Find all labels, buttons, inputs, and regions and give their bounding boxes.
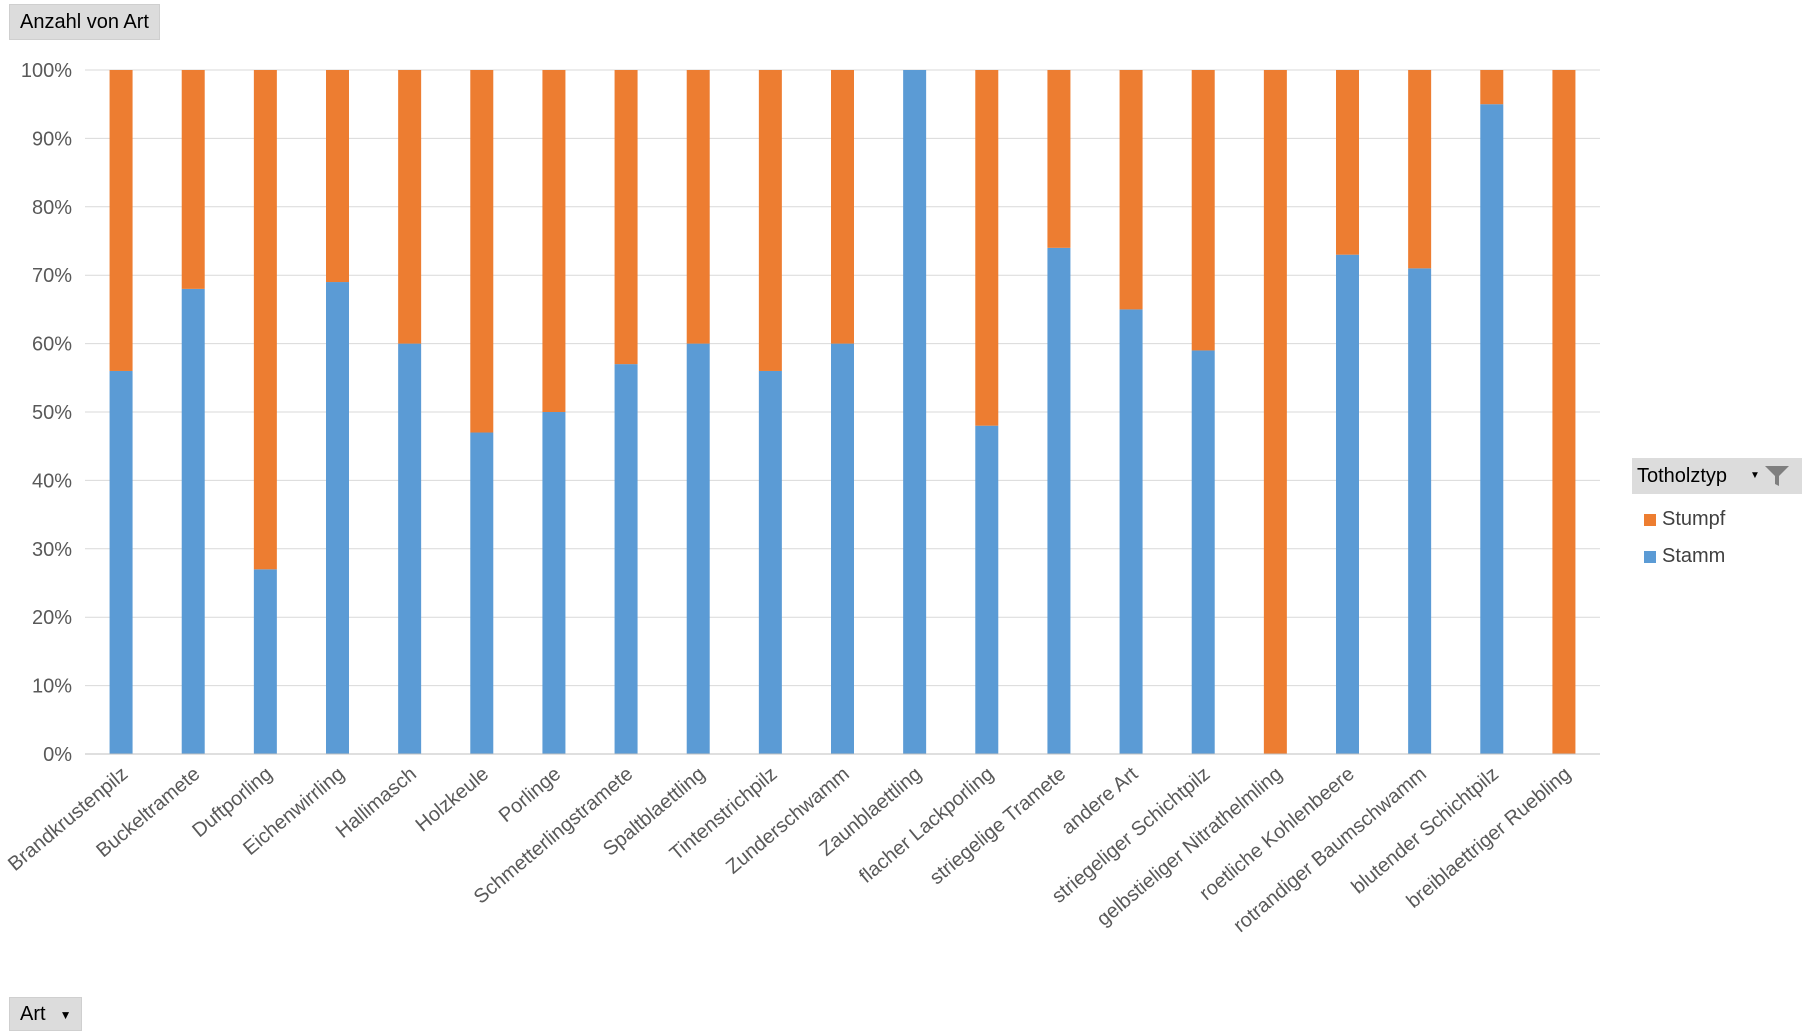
x-tick-label: Holzkeule	[412, 763, 493, 836]
bar-stumpf	[109, 70, 133, 371]
y-tick-label: 90%	[32, 128, 72, 150]
bar-stamm	[614, 364, 638, 754]
x-tick-label: striegelige Tramete	[926, 763, 1070, 889]
y-tick-label: 0%	[43, 744, 72, 766]
x-axis-tick-labels: BrandkrustenpilzBuckeltrameteDuftporling…	[4, 763, 1575, 937]
bar-stumpf	[975, 70, 999, 426]
y-tick-label: 40%	[32, 470, 72, 492]
bar-stumpf	[181, 70, 205, 289]
x-tick-label: Porlinge	[495, 763, 565, 827]
bar-stumpf	[1552, 70, 1576, 754]
y-tick-label: 100%	[21, 60, 72, 82]
bar-stamm	[975, 425, 999, 754]
y-tick-label: 10%	[32, 676, 72, 698]
bars	[109, 70, 1576, 754]
bar-stamm	[903, 70, 927, 754]
bar-stamm	[1119, 309, 1143, 754]
bar-stamm	[542, 412, 566, 754]
x-tick-label: Zunderschwamm	[722, 763, 854, 878]
bar-stamm	[1480, 104, 1504, 754]
y-tick-label: 60%	[32, 334, 72, 356]
bar-stumpf	[470, 70, 494, 433]
axis-field-label: Art	[20, 1002, 46, 1025]
y-tick-label: 80%	[32, 197, 72, 219]
legend-field-button[interactable]: Totholztyp ▼	[1632, 458, 1802, 494]
bar-stumpf	[614, 70, 638, 365]
bar-stumpf	[1336, 70, 1359, 255]
bar-stumpf	[542, 70, 566, 412]
value-field-button[interactable]: Anzahl von Art	[9, 4, 160, 40]
legend-item-label: Stumpf	[1662, 508, 1726, 530]
legend-item-stamm: Stamm	[1644, 545, 1802, 568]
y-tick-label: 20%	[32, 607, 72, 629]
bar-stumpf	[1263, 70, 1287, 754]
bar-stamm	[831, 343, 854, 754]
legend-swatch	[1644, 550, 1656, 563]
legend: Totholztyp ▼ Stumpf Stamm	[1632, 458, 1802, 568]
bar-stamm	[470, 432, 494, 754]
chevron-down-icon[interactable]: ▼	[1750, 470, 1760, 481]
x-tick-label: flacher Lackporling	[855, 763, 998, 888]
bar-stamm	[758, 370, 782, 754]
bar-stamm	[686, 343, 710, 754]
bar-stumpf	[758, 70, 782, 371]
filter-funnel-icon[interactable]	[1764, 464, 1790, 488]
value-field-label: Anzahl von Art	[20, 10, 149, 33]
legend-item-label: Stamm	[1662, 545, 1726, 567]
legend-item-stumpf: Stumpf	[1644, 508, 1802, 531]
y-tick-label: 70%	[32, 265, 72, 287]
chevron-down-icon[interactable]: ▼	[59, 1008, 72, 1022]
x-tick-label: Brandkrustenpilz	[4, 763, 132, 876]
bar-stamm	[1047, 247, 1071, 754]
bar-stumpf	[831, 70, 854, 344]
bar-stumpf	[326, 70, 349, 283]
x-tick-label: Hallimasch	[332, 763, 421, 843]
bar-stumpf	[1480, 70, 1504, 105]
y-tick-label: 30%	[32, 539, 72, 561]
legend-swatch	[1644, 513, 1656, 526]
bar-stamm	[1408, 268, 1432, 754]
bar-stumpf	[1119, 70, 1143, 310]
bar-stamm	[253, 569, 277, 754]
bar-stamm	[1191, 350, 1215, 754]
bar-stamm	[326, 282, 349, 754]
bar-stumpf	[398, 70, 422, 344]
bar-stumpf	[1408, 70, 1432, 269]
bar-stamm	[398, 343, 422, 754]
bar-stumpf	[253, 70, 277, 570]
axis-field-button[interactable]: Art ▼	[9, 997, 83, 1031]
bar-stumpf	[1191, 70, 1215, 351]
bar-stamm	[181, 288, 205, 754]
y-axis-tick-labels: 0% 10% 20% 30% 40% 50% 60% 70% 80% 90% 100%	[21, 60, 72, 766]
bar-stumpf	[1047, 70, 1071, 248]
bar-stamm	[109, 370, 133, 754]
legend-title: Totholztyp	[1637, 464, 1728, 487]
bar-stamm	[1336, 254, 1359, 754]
y-tick-label: 50%	[32, 402, 72, 424]
bar-stumpf	[686, 70, 710, 344]
